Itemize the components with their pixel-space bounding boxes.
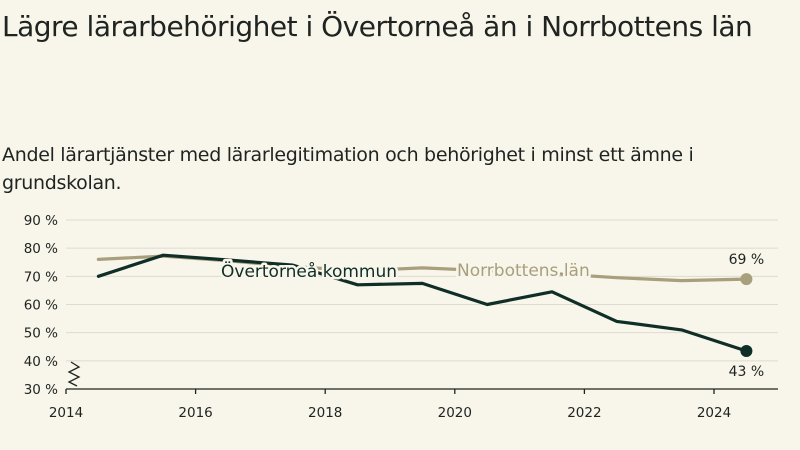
series-line: [96, 253, 749, 353]
y-tick-label: 50 %: [24, 326, 58, 342]
end-value-label: 69 %: [729, 252, 765, 268]
series-label: Övertorneå kommun: [221, 260, 397, 282]
chart-title: Lägre lärarbehörighet i Övertorneå än i …: [2, 10, 753, 43]
x-tick-label: 2016: [178, 405, 212, 421]
x-tick-label: 2022: [567, 405, 601, 421]
axis-break-icon: [67, 361, 81, 387]
y-tick-label: 70 %: [24, 269, 58, 285]
x-tick-label: 2018: [308, 405, 342, 421]
series-line: [96, 254, 749, 283]
x-tick-label: 2024: [697, 405, 731, 421]
y-tick-label: 30 %: [24, 382, 58, 398]
y-tick-label: 90 %: [24, 213, 58, 229]
y-tick-label: 80 %: [24, 241, 58, 257]
y-tick-label: 40 %: [24, 354, 58, 370]
series-label: Norrbottens län: [457, 261, 590, 281]
end-value-label: 43 %: [729, 364, 765, 380]
x-tick-label: 2014: [49, 405, 83, 421]
chart-subtitle: Andel lärartjänster med lärarlegitimatio…: [2, 144, 694, 194]
y-tick-label: 60 %: [24, 298, 58, 314]
x-tick-label: 2020: [438, 405, 472, 421]
end-point-marker: [740, 344, 753, 357]
end-point-marker: [740, 273, 753, 286]
